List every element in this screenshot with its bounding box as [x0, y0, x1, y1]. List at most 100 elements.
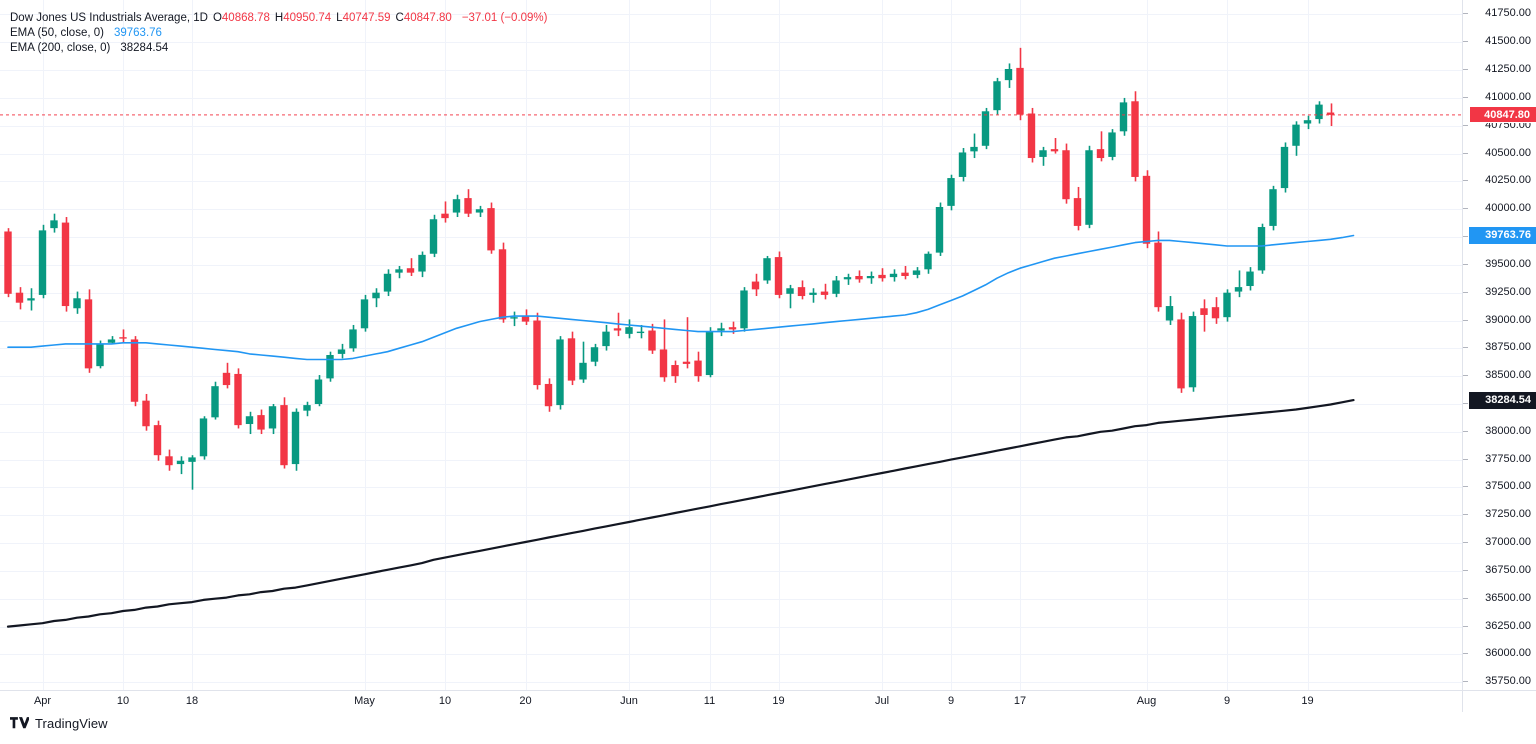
candle[interactable]	[878, 268, 886, 282]
candle[interactable]	[1292, 121, 1300, 156]
candle[interactable]	[464, 189, 472, 218]
candle[interactable]	[659, 319, 668, 382]
candle[interactable]	[786, 284, 794, 309]
candle[interactable]	[579, 341, 587, 383]
candle[interactable]	[303, 401, 311, 417]
candle[interactable]	[671, 360, 679, 383]
candle[interactable]	[832, 276, 840, 298]
candle[interactable]	[96, 340, 104, 369]
candle[interactable]	[567, 331, 576, 386]
candle[interactable]	[1073, 186, 1082, 231]
candle[interactable]	[636, 324, 645, 339]
candle[interactable]	[1154, 231, 1162, 312]
candle[interactable]	[1016, 47, 1024, 121]
candle[interactable]	[533, 312, 541, 390]
ema200-badge[interactable]: 38284.54	[1469, 391, 1536, 409]
candle[interactable]	[981, 107, 990, 150]
candle[interactable]	[1119, 97, 1128, 136]
candle[interactable]	[682, 317, 691, 369]
candle[interactable]	[15, 287, 24, 310]
candle[interactable]	[165, 449, 173, 471]
candle[interactable]	[1211, 297, 1220, 324]
candle[interactable]	[912, 267, 921, 279]
candle[interactable]	[866, 271, 875, 284]
candle[interactable]	[337, 343, 346, 359]
candle[interactable]	[1142, 170, 1151, 249]
candle[interactable]	[211, 381, 219, 420]
candle[interactable]	[268, 403, 277, 435]
candle[interactable]	[1303, 115, 1312, 130]
candle[interactable]	[924, 251, 932, 274]
candle[interactable]	[625, 319, 633, 339]
candle[interactable]	[487, 202, 495, 254]
candle[interactable]	[1165, 296, 1174, 325]
candle[interactable]	[50, 213, 58, 233]
candle[interactable]	[544, 378, 553, 412]
candle[interactable]	[590, 343, 599, 367]
candle[interactable]	[694, 351, 702, 382]
candle[interactable]	[843, 273, 852, 285]
candle[interactable]	[280, 397, 288, 469]
last-price-badge[interactable]: 40847.80	[1469, 106, 1536, 124]
candle[interactable]	[314, 375, 323, 407]
candle[interactable]	[142, 393, 150, 431]
candle[interactable]	[1177, 312, 1185, 393]
candle[interactable]	[475, 205, 484, 218]
candle[interactable]	[1108, 129, 1116, 161]
candle[interactable]	[176, 456, 185, 475]
candle[interactable]	[1280, 142, 1289, 193]
candle[interactable]	[222, 362, 231, 389]
candle[interactable]	[1062, 143, 1070, 204]
time-axis[interactable]: Apr1018May1020Jun1119Jul917Aug919Sep	[0, 690, 1490, 713]
candle[interactable]	[349, 324, 357, 352]
candle[interactable]	[418, 251, 426, 278]
candle[interactable]	[441, 201, 449, 223]
candle[interactable]	[1050, 138, 1059, 154]
candle[interactable]	[360, 294, 369, 332]
candle[interactable]	[107, 336, 116, 344]
candle[interactable]	[751, 273, 760, 297]
candle[interactable]	[935, 202, 944, 256]
candle[interactable]	[130, 336, 139, 407]
candle[interactable]	[1234, 270, 1243, 298]
candle[interactable]	[970, 133, 978, 159]
candle[interactable]	[84, 289, 93, 373]
candle[interactable]	[395, 265, 403, 279]
candle[interactable]	[1326, 103, 1335, 127]
candle[interactable]	[740, 287, 748, 332]
candle[interactable]	[326, 351, 334, 382]
candle[interactable]	[498, 242, 507, 323]
candle[interactable]	[1223, 289, 1231, 322]
candle[interactable]	[452, 194, 461, 218]
candle[interactable]	[763, 255, 771, 284]
candle[interactable]	[1085, 145, 1093, 229]
candle[interactable]	[73, 291, 81, 314]
candle[interactable]	[556, 336, 564, 410]
candle[interactable]	[1200, 299, 1208, 332]
candle[interactable]	[809, 288, 817, 303]
candle[interactable]	[4, 228, 12, 298]
candle[interactable]	[901, 265, 909, 280]
candlestick-series[interactable]	[4, 47, 1335, 490]
candle[interactable]	[947, 174, 955, 211]
candle[interactable]	[153, 420, 162, 461]
candle[interactable]	[372, 288, 380, 308]
candle[interactable]	[1269, 185, 1277, 231]
candle[interactable]	[199, 416, 208, 460]
candle[interactable]	[1257, 223, 1266, 274]
candle[interactable]	[119, 329, 127, 343]
candle[interactable]	[820, 283, 829, 300]
candle[interactable]	[234, 368, 242, 429]
candle[interactable]	[774, 251, 783, 299]
candle[interactable]	[406, 258, 415, 276]
candle[interactable]	[383, 269, 392, 297]
candle[interactable]	[958, 148, 967, 182]
candle[interactable]	[1096, 131, 1105, 162]
price-axis[interactable]: 41750.00 41500.00 41250.00 41000.00 40750.00…	[1462, 0, 1536, 690]
candle[interactable]	[291, 408, 300, 471]
ema50-badge[interactable]: 39763.76	[1469, 227, 1536, 245]
candle[interactable]	[1246, 267, 1254, 291]
candle[interactable]	[1027, 107, 1036, 163]
candle[interactable]	[1004, 63, 1013, 88]
candle[interactable]	[257, 409, 265, 435]
